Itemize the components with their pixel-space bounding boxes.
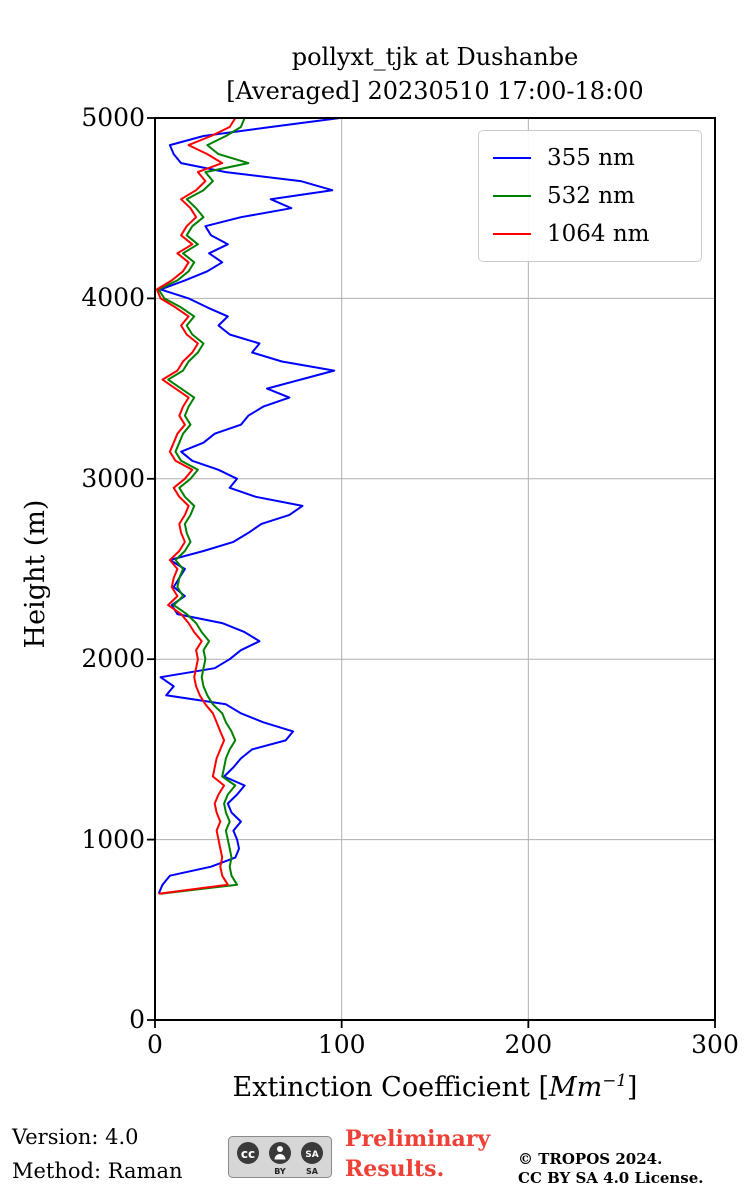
legend-entry-1064nm: 1064 nm xyxy=(493,215,687,253)
y-tick-label-3000: 3000 xyxy=(81,463,145,493)
legend: 355 nm 532 nm 1064 nm xyxy=(478,130,702,262)
y-axis-label: Height (m) xyxy=(20,499,51,649)
copyright-text: © TROPOS 2024. CC BY SA 4.0 License. xyxy=(518,1150,704,1188)
legend-line-sample xyxy=(493,195,531,197)
copyright-line2: CC BY SA 4.0 License. xyxy=(518,1169,704,1187)
x-tick-label-300: 300 xyxy=(691,1030,739,1059)
svg-text:SA: SA xyxy=(305,1150,318,1160)
x-axis-label-math: Mm xyxy=(548,1072,603,1103)
y-tick-label-0: 0 xyxy=(129,1005,145,1034)
chart-subtitle: [Averaged] 20230510 17:00-18:00 xyxy=(226,77,644,105)
legend-entry-532nm: 532 nm xyxy=(493,177,687,215)
method-text: Method: Raman xyxy=(12,1159,183,1183)
x-tick-label-200: 200 xyxy=(504,1030,553,1059)
cc-by-label: BY xyxy=(274,1167,286,1176)
series-line-532nm xyxy=(157,117,250,895)
legend-entry-355nm: 355 nm xyxy=(493,139,687,177)
chart-title-block: pollyxt_tjk at Dushanbe [Averaged] 20230… xyxy=(155,40,715,108)
y-tick-label-5000: 5000 xyxy=(81,103,145,132)
preliminary-line2: Results. xyxy=(345,1156,445,1182)
chart-title: pollyxt_tjk at Dushanbe xyxy=(291,43,579,71)
legend-label: 532 nm xyxy=(547,183,635,209)
x-tick-label-0: 0 xyxy=(147,1030,163,1059)
x-tick-label-100: 100 xyxy=(317,1030,366,1059)
y-tick-label-1000: 1000 xyxy=(81,824,145,854)
cc-badge-image: cc BY SA SA xyxy=(228,1136,332,1178)
plot-area xyxy=(147,117,716,1028)
preliminary-line1: Preliminary xyxy=(345,1126,491,1152)
copyright-line1: © TROPOS 2024. xyxy=(518,1150,663,1168)
x-axis-label-prefix: Extinction Coefficient [ xyxy=(232,1072,549,1103)
cc-license-badge: cc BY SA SA xyxy=(228,1136,332,1182)
legend-label: 1064 nm xyxy=(547,221,650,247)
series-line-355nm xyxy=(157,117,340,895)
y-tick-label-4000: 4000 xyxy=(81,283,145,313)
legend-line-sample xyxy=(493,157,531,159)
legend-line-sample xyxy=(493,233,531,235)
series-line-1064nm xyxy=(155,117,237,895)
preliminary-results-text: Preliminary Results. xyxy=(345,1124,490,1184)
x-axis-label: Extinction Coefficient [Mm−1] xyxy=(155,1062,715,1106)
version-text: Version: 4.0 xyxy=(12,1125,139,1149)
y-tick-label-2000: 2000 xyxy=(81,644,145,674)
axes-spine xyxy=(154,117,716,1021)
x-axis-label-sup: −1 xyxy=(602,1070,627,1090)
svg-text:cc: cc xyxy=(241,1147,255,1161)
legend-label: 355 nm xyxy=(547,145,635,171)
cc-sa-label: SA xyxy=(306,1167,319,1176)
x-axis-label-suffix: ] xyxy=(626,1072,638,1103)
